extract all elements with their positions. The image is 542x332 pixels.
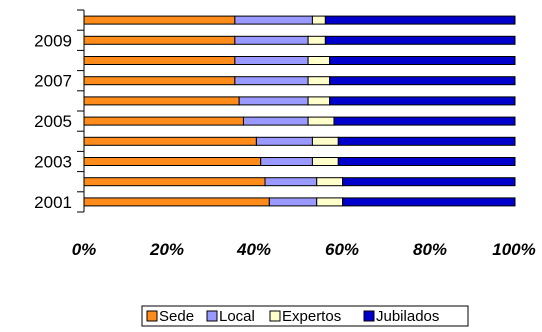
bar-segment-expertos-2003 — [311, 157, 339, 166]
bar-segment-sede-2005 — [83, 116, 244, 126]
plot-area: 2001 2003 2005 2007 2009 0% 20% 40% 60% 80% 100% — [34, 9, 536, 259]
y-tick-label: 2003 — [34, 153, 72, 172]
bar-segment-jubilados-2010 — [324, 15, 516, 25]
bar-segment-local-2002 — [264, 177, 318, 187]
y-tick-label: 2001 — [34, 193, 72, 212]
bar-segment-sede-2001 — [83, 197, 270, 207]
bar-segment-local-2008 — [234, 56, 309, 65]
bar-segment-local-2007 — [234, 76, 309, 86]
bar-segment-jubilados-2001 — [342, 197, 516, 207]
bar-segment-jubilados-2009 — [324, 35, 516, 45]
legend-label-local: Local — [219, 308, 255, 325]
bar-segment-jubilados-2003 — [337, 157, 516, 166]
bar-segment-local-2006 — [238, 96, 309, 106]
y-tick-label: 2009 — [34, 31, 72, 50]
bar-segment-expertos-2010 — [311, 15, 326, 25]
bar-segment-sede-2010 — [83, 15, 236, 25]
bar-segment-sede-2008 — [83, 56, 236, 65]
bar-segment-expertos-2005 — [307, 116, 335, 126]
legend-swatch-expertos — [269, 310, 281, 322]
bar-segment-jubilados-2007 — [329, 76, 516, 86]
bar-segment-local-2004 — [255, 136, 313, 146]
bar-segment-expertos-2004 — [311, 136, 339, 146]
x-tick-label: 100% — [492, 240, 535, 259]
bar-segment-local-2001 — [268, 197, 318, 207]
bar-segment-jubilados-2008 — [329, 56, 516, 65]
bar-segment-sede-2003 — [83, 157, 262, 166]
bar-segment-expertos-2009 — [307, 35, 326, 45]
y-tick-label: 2005 — [34, 112, 72, 131]
x-tick-label: 20% — [149, 240, 184, 259]
bar-segment-local-2005 — [242, 116, 309, 126]
bar-segment-expertos-2002 — [316, 177, 344, 187]
bar-segment-sede-2009 — [83, 35, 236, 45]
bar-segment-sede-2006 — [83, 96, 240, 106]
bar-segment-expertos-2001 — [316, 197, 344, 207]
bar-segment-local-2009 — [234, 35, 309, 45]
bar-segment-jubilados-2006 — [329, 96, 516, 106]
bar-segment-jubilados-2004 — [337, 136, 516, 146]
bar-segment-sede-2004 — [83, 136, 257, 146]
x-tick-label: 0% — [72, 240, 97, 259]
bar-segment-local-2010 — [234, 15, 313, 25]
legend-label-sede: Sede — [159, 308, 194, 325]
legend-box — [141, 305, 469, 327]
legend-label-expertos: Expertos — [282, 308, 341, 325]
bar-segment-jubilados-2005 — [333, 116, 516, 126]
y-tick-label: 2007 — [34, 72, 72, 91]
legend-label-jubilados: Jubilados — [376, 308, 439, 325]
legend-swatch-local — [206, 310, 218, 322]
bar-segment-expertos-2007 — [307, 76, 331, 86]
legend: Sede Local Expertos Jubilados — [141, 305, 469, 327]
x-tick-label: 40% — [236, 240, 271, 259]
bar-segment-sede-2002 — [83, 177, 266, 187]
legend-swatch-jubilados — [363, 310, 375, 322]
bar-segment-local-2003 — [260, 157, 313, 166]
bar-segment-expertos-2008 — [307, 56, 331, 65]
x-tick-label: 80% — [413, 240, 447, 259]
bar-segment-jubilados-2002 — [342, 177, 516, 187]
bar-segment-sede-2007 — [83, 76, 236, 86]
bar-segment-expertos-2006 — [307, 96, 331, 106]
legend-swatch-sede — [146, 310, 158, 322]
x-tick-label: 60% — [325, 240, 359, 259]
